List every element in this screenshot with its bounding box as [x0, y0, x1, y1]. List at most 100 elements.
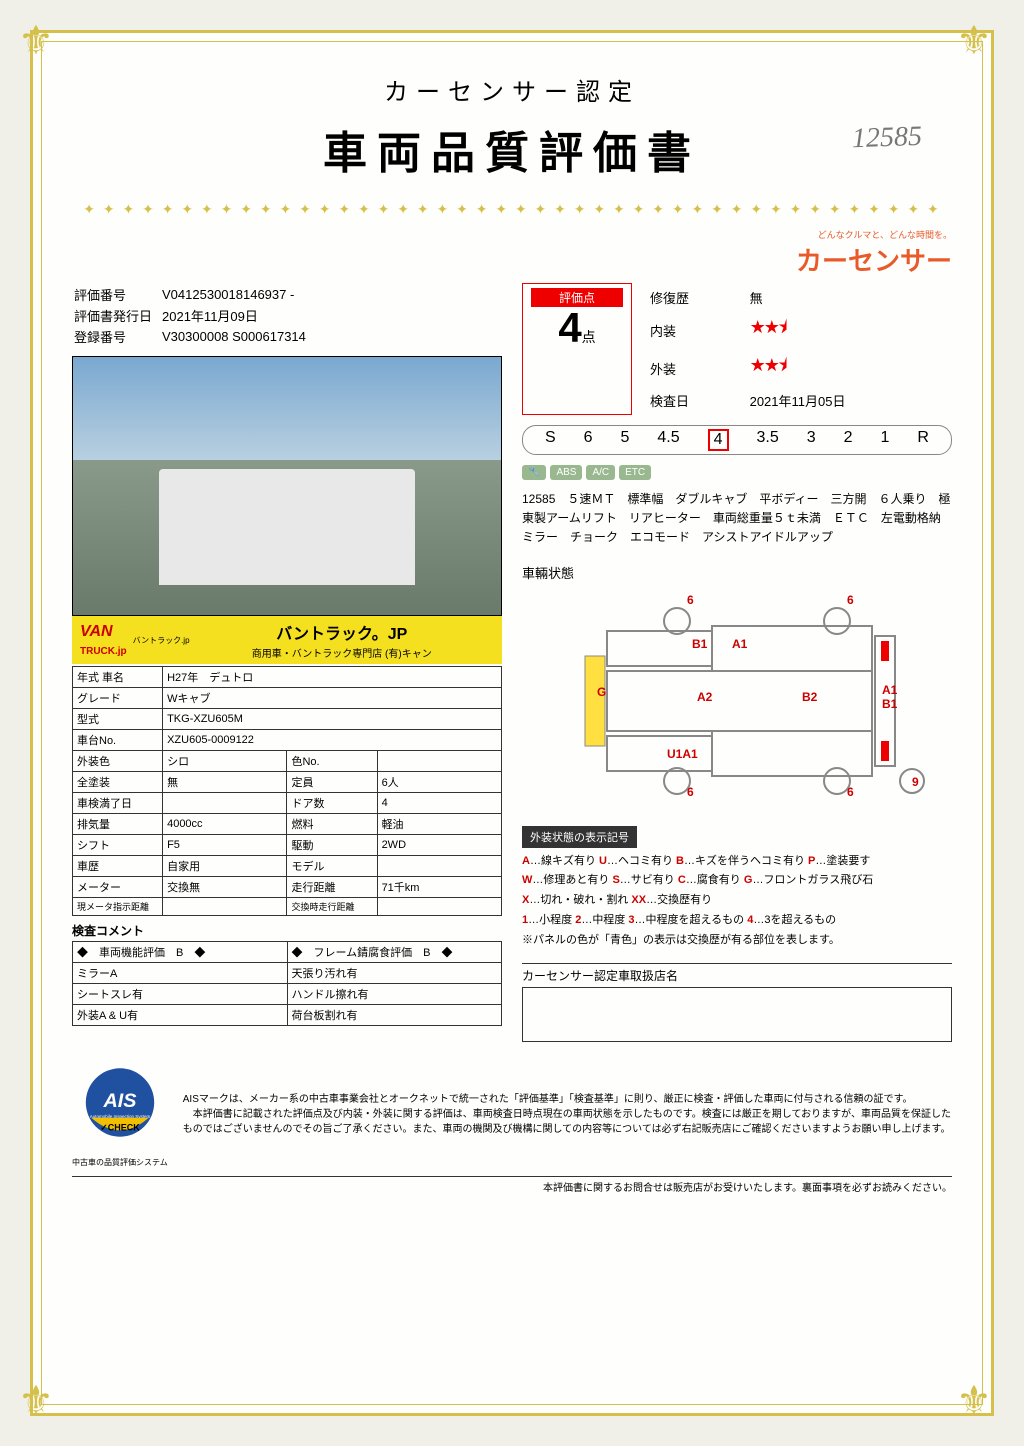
vehicle-photo — [72, 356, 502, 616]
grade-item: 6 — [584, 429, 593, 451]
spec-label: シフト — [73, 835, 163, 856]
attr-table: 修復歴無内装★★⯨外装★★⯨検査日2021年11月05日 — [642, 283, 952, 415]
spec-label: グレード — [73, 688, 163, 709]
main-columns: 評価番号V0412530018146937 - 評価書発行日2021年11月09… — [72, 283, 952, 1042]
legend-line: 1…小程度 2…中程度 3…中程度を超えるもの 4…3を超えるもの — [522, 911, 952, 931]
comment-left: シートスレ有 — [73, 984, 288, 1005]
spec-label2: 駆動 — [287, 835, 377, 856]
title-section: カーセンサー認定 車両品質評価書 12585 — [72, 72, 952, 181]
score-row: 評価点 4点 修復歴無内装★★⯨外装★★⯨検査日2021年11月05日 — [522, 283, 952, 415]
footer-text: AISマークは、メーカー系の中古車事業会社とオークネットで統一された「評価基準」… — [183, 1092, 952, 1137]
spec-label2: モデル — [287, 856, 377, 877]
ais-badge-container: AIS Automobile Inspection System ✓CHECK … — [72, 1062, 168, 1168]
grade-item: 4.5 — [657, 429, 679, 451]
legend-body: A…線キズ有り U…ヘコミ有り B…キズを伴うヘコミ有り P…塗装要すW…修理あ… — [522, 848, 952, 955]
diagram-mark: 9 — [912, 775, 919, 789]
spec-label: メーター — [73, 877, 163, 898]
spec-label2: 走行距離 — [287, 877, 377, 898]
dealer-label: カーセンサー認定車取扱店名 — [522, 963, 952, 984]
diagram-mark: G — [597, 685, 606, 699]
frame-eval-label: ◆ フレーム錆腐食評価 B ◆ — [287, 942, 502, 963]
diagram-mark: B1 — [882, 697, 898, 711]
diagram-mark: A1 — [732, 637, 748, 651]
spec-value — [163, 898, 287, 916]
banner-truck: TRUCK.jp — [80, 646, 127, 657]
spec-label: 年式 車名 — [73, 667, 163, 688]
svg-text:AIS: AIS — [102, 1090, 136, 1112]
diagram-mark: 6 — [847, 593, 854, 607]
spec-value: 無 — [163, 772, 287, 793]
score-unit: 点 — [582, 329, 596, 345]
reg-label: 登録番号 — [74, 327, 160, 346]
feature-icon: ABS — [550, 465, 582, 480]
grade-item: 4 — [708, 429, 729, 451]
attr-label: 修復歴 — [644, 285, 742, 310]
attr-label: 外装 — [644, 350, 742, 386]
legend-line: ※パネルの色が「青色」の表示は交換歴が有る部位を表します。 — [522, 931, 952, 951]
legend-line: W…修理あと有り S…サビ有り C…腐食有り G…フロントガラス飛び石 — [522, 871, 952, 891]
feature-icon: A/C — [586, 465, 615, 480]
banner-sub: バントラック.jp — [133, 635, 190, 646]
feature-icon: 🔧 — [522, 465, 546, 480]
score-box: 評価点 4点 — [522, 283, 632, 415]
spec-value2 — [377, 751, 501, 772]
spec-value: シロ — [163, 751, 287, 772]
spec-label2: 定員 — [287, 772, 377, 793]
diagram-mark: 6 — [847, 785, 854, 799]
eval-no: V0412530018146937 - — [162, 285, 306, 304]
score-value: 4 — [558, 304, 581, 351]
brand-tagline: どんなクルマと、どんな時間を。 — [796, 228, 952, 241]
spec-value: F5 — [163, 835, 287, 856]
spec-value: 自家用 — [163, 856, 287, 877]
comment-left: ミラーA — [73, 963, 288, 984]
diagram-mark: A2 — [697, 690, 713, 704]
brand-logo: カーセンサー — [796, 241, 952, 278]
grade-item: S — [545, 429, 556, 451]
ais-label: 中古車の品質評価システム — [72, 1157, 168, 1168]
spec-label: 型式 — [73, 709, 163, 730]
spec-value — [163, 793, 287, 814]
spec-label: 外装色 — [73, 751, 163, 772]
spec-value: TKG-XZU605M — [163, 709, 502, 730]
attr-value: 2021年11月05日 — [744, 388, 950, 413]
dealer-section: カーセンサー認定車取扱店名 — [522, 963, 952, 1042]
spec-value2: 6人 — [377, 772, 501, 793]
banner-text2: 商用車・バントラック専門店 (有)キャン — [252, 649, 432, 660]
spec-label: 車歴 — [73, 856, 163, 877]
grade-item: 5 — [621, 429, 630, 451]
spec-value: H27年 デュトロ — [163, 667, 502, 688]
attr-label: 検査日 — [644, 388, 742, 413]
grade-scale: S654.543.5321R — [522, 425, 952, 455]
icon-row: 🔧 ABS A/C ETC — [522, 465, 952, 480]
car-diagram: 66B1A1GA2B2A1B1U1A1669 — [522, 586, 952, 816]
diagram-mark: B2 — [802, 690, 818, 704]
legend-header: 外装状態の表示記号 — [522, 826, 637, 848]
description: 12585 ５速ＭＴ 標準幅 ダブルキャブ 平ボディー 三方開 ６人乗り 極東製… — [522, 490, 952, 548]
comment-right: ハンドル擦れ有 — [287, 984, 502, 1005]
spec-value: Wキャブ — [163, 688, 502, 709]
feature-icon: ETC — [619, 465, 651, 480]
spec-label2: 交換時走行距離 — [287, 898, 377, 916]
right-column: 評価点 4点 修復歴無内装★★⯨外装★★⯨検査日2021年11月05日 S 6 5 4… — [522, 283, 952, 1042]
diagram-mark: U1A1 — [667, 747, 698, 761]
grade-item: 3 — [807, 429, 816, 451]
spec-value2: 71千km — [377, 877, 501, 898]
inspect-comment-label: 検査コメント — [72, 922, 502, 939]
diagram-mark: 6 — [687, 785, 694, 799]
attr-value: ★★⯨ — [744, 350, 950, 386]
vantruck-banner: VAN TRUCK.jp バントラック.jp バントラック。JP 商用車・バント… — [72, 616, 502, 664]
spec-value: XZU605-0009122 — [163, 730, 502, 751]
spec-label: 排気量 — [73, 814, 163, 835]
attr-label: 内装 — [644, 312, 742, 348]
spec-value: 交換無 — [163, 877, 287, 898]
grade-item: 1 — [880, 429, 889, 451]
comment-right: 天張り汚れ有 — [287, 963, 502, 984]
attr-value: ★★⯨ — [744, 312, 950, 348]
diagram-mark: 6 — [687, 593, 694, 607]
handwritten-note: 12585 — [851, 121, 922, 155]
banner-van: VAN — [80, 623, 113, 640]
brand-section: どんなクルマと、どんな時間を。 カーセンサー — [72, 228, 952, 278]
car-status-label: 車輛状態 — [522, 563, 952, 582]
spec-label: 現メータ指示距離 — [73, 898, 163, 916]
banner-text: バントラック。JP — [276, 626, 407, 643]
